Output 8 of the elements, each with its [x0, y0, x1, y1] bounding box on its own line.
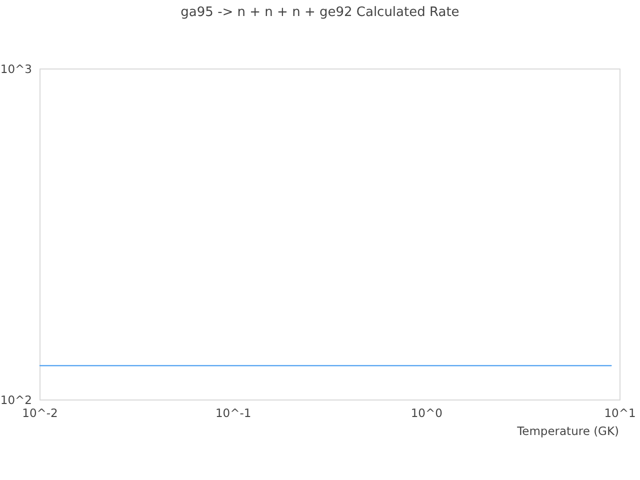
y-tick-label: 10^3 [0, 62, 32, 76]
x-tick-label: 10^0 [410, 406, 442, 420]
x-tick-label: 10^-1 [215, 406, 252, 420]
x-tick-label: 10^-2 [22, 406, 58, 420]
x-tick-label: 10^1 [604, 406, 636, 420]
chart-title: ga95 -> n + n + n + ge92 Calculated Rate [180, 5, 460, 20]
y-tick-label: 10^2 [0, 393, 32, 407]
x-axis-title: Temperature (GK) [516, 424, 619, 438]
